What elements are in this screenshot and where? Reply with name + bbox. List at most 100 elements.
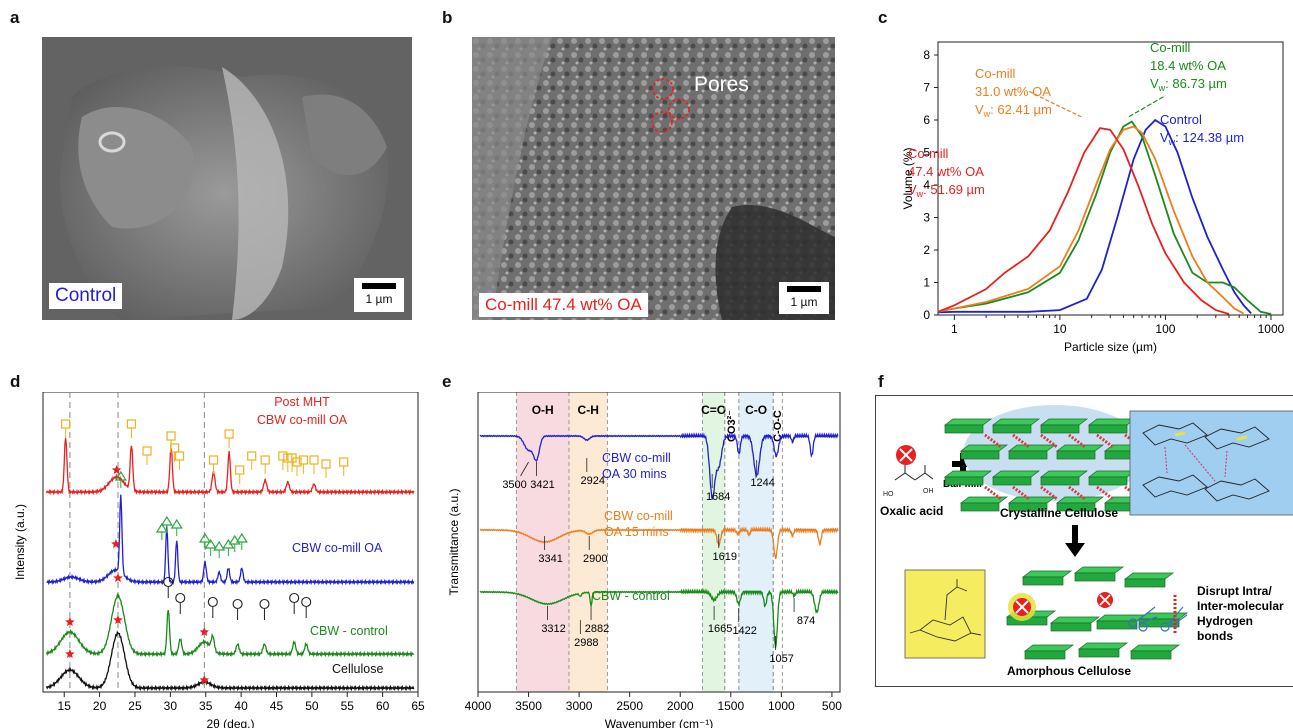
panel-letter-f: f xyxy=(878,372,884,391)
y-tick-label-c: 8 xyxy=(923,48,930,62)
scale-bar-a: 1 µm xyxy=(354,278,404,312)
cellulose-block xyxy=(1129,644,1181,652)
peak-label: 1619 xyxy=(713,551,737,563)
cellulose-block-side xyxy=(1124,578,1166,588)
annotation-arrow-oa31 xyxy=(1027,90,1082,118)
marker-square xyxy=(247,451,257,461)
scissors-icon xyxy=(1128,606,1188,632)
peak-label: 3500 xyxy=(502,479,526,491)
peak-label: 2924 xyxy=(581,475,605,487)
marker-triangle xyxy=(170,518,183,529)
annotation-oa47: Vw: 51.69 µm xyxy=(908,182,985,199)
y-tick-label-c: 4 xyxy=(923,178,930,192)
series-label-ftir-15min: CBW co-mill xyxy=(604,509,673,523)
marker-star xyxy=(111,465,122,474)
marker-square xyxy=(174,451,185,461)
cellulose-block-side xyxy=(1040,424,1080,434)
cellulose-block xyxy=(1007,496,1057,504)
cellulose-block xyxy=(1039,418,1089,426)
x-tick-label-d: 60 xyxy=(376,699,390,713)
y-axis-label-d: Intensity (a.u.) xyxy=(13,504,27,580)
cellulose-block xyxy=(1049,616,1101,624)
series-line-xrd-control xyxy=(45,593,415,658)
band-label: C=O xyxy=(701,403,726,417)
marker-square xyxy=(170,443,180,453)
series-label-ftir-control: CBW - control xyxy=(592,589,670,603)
marker-triangle xyxy=(160,515,173,526)
cellulose-block-side xyxy=(1056,450,1096,460)
disrupt-line-2: Inter-molecular xyxy=(1197,599,1284,613)
cellulose-block-side xyxy=(992,476,1032,486)
marker-triangle xyxy=(155,522,168,533)
annotation-oa31: Co-mill xyxy=(975,66,1016,81)
x-tick-label-d: 25 xyxy=(128,699,142,713)
y-tick-label-c: 2 xyxy=(923,243,930,257)
band-label: C-O xyxy=(745,403,767,417)
cellulose-block xyxy=(991,418,1041,426)
marker-square xyxy=(208,455,219,465)
annotation-oa31: 31.0 wt% OA xyxy=(975,84,1051,99)
cellulose-block xyxy=(1055,444,1105,452)
x-tick-label-c: 1000 xyxy=(1258,322,1285,336)
plot-frame-d xyxy=(42,392,419,693)
peak-label: 874 xyxy=(797,615,815,627)
series-line-oa31 xyxy=(937,125,1245,315)
cellulose-block-side xyxy=(960,450,1000,460)
peak-label: 1665 xyxy=(708,623,732,635)
marker-square xyxy=(321,459,331,469)
x-tick-label-e: 3000 xyxy=(566,699,593,713)
sem-label-control: Control xyxy=(49,283,123,309)
scale-bar-b: 1 µm xyxy=(779,282,829,314)
y-tick-label-c: 0 xyxy=(923,308,930,322)
annotation-oa47: Co-mill xyxy=(908,146,949,161)
panel-letter-a: a xyxy=(10,8,20,27)
y-tick-label-c: 3 xyxy=(923,211,930,225)
marker-square xyxy=(260,455,270,465)
band-4 xyxy=(738,392,774,692)
marker-square xyxy=(126,419,137,429)
cellulose-block-side xyxy=(1056,502,1096,512)
series-label-xrd-cellulose: Cellulose xyxy=(332,662,383,676)
marker-circle xyxy=(301,596,312,608)
x-tick-label-e: 2500 xyxy=(616,699,643,713)
series-label-xrd-control: CBW - control xyxy=(310,624,388,638)
sem-image-comill: Pores Co-mill 47.4 wt% OA 1 µm xyxy=(472,37,835,320)
cellulose-block xyxy=(1007,444,1057,452)
x-tick-label-e: 1000 xyxy=(768,699,795,713)
series-label-ftir-30min: CBW co-mill xyxy=(602,451,671,465)
panel-letter-c: c xyxy=(878,8,888,27)
y-axis-label-e: Transmittance (a.u.) xyxy=(447,489,461,596)
cellulose-block-side xyxy=(944,476,984,486)
x-tick-label-e: 3500 xyxy=(515,699,542,713)
marker-circle xyxy=(175,592,186,604)
series-line-ftir-15min xyxy=(479,526,839,560)
marker-square xyxy=(224,429,234,439)
x-tick-label-d: 65 xyxy=(411,699,425,713)
cellulose-block-side xyxy=(1088,424,1128,434)
cellulose-block xyxy=(943,418,993,426)
schematic-cellulose: HO OH Oxalic acid Ball-mill Crystalline … xyxy=(875,395,1293,687)
sem-image-control: Control 1 µm xyxy=(42,37,412,320)
annotation-control: Control xyxy=(1160,112,1202,127)
chart-particle-size: 0 1 2 3 4 5 6 7 8 1 10 100 1000 Particle size (µm) Vol… xyxy=(901,40,1285,354)
x-axis-label-d: 2θ (deg.) xyxy=(206,717,254,728)
x-tick-label-d: 30 xyxy=(164,699,178,713)
marker-circle xyxy=(289,592,300,604)
marker-circle xyxy=(232,598,243,610)
marker-square xyxy=(278,451,288,461)
x-tick-label-c: 100 xyxy=(1155,322,1175,336)
marker-circle xyxy=(163,576,174,588)
x-tick-label-e: 500 xyxy=(822,699,842,713)
cellulose-block-side xyxy=(1040,476,1080,486)
marker-circle xyxy=(259,598,270,610)
cellulose-block-side xyxy=(1050,622,1092,632)
cellulose-block-side xyxy=(1078,648,1120,658)
x-tick-label-c: 1 xyxy=(951,322,958,336)
cellulose-block-side xyxy=(1008,450,1048,460)
x-tick-label-c: 10 xyxy=(1053,322,1067,336)
peak-label: 1422 xyxy=(732,625,756,637)
x-tick-label-d: 50 xyxy=(305,699,319,713)
cellulose-block xyxy=(991,470,1041,478)
x-tick-label-d: 35 xyxy=(199,699,213,713)
cellulose-block-side xyxy=(1022,576,1064,586)
